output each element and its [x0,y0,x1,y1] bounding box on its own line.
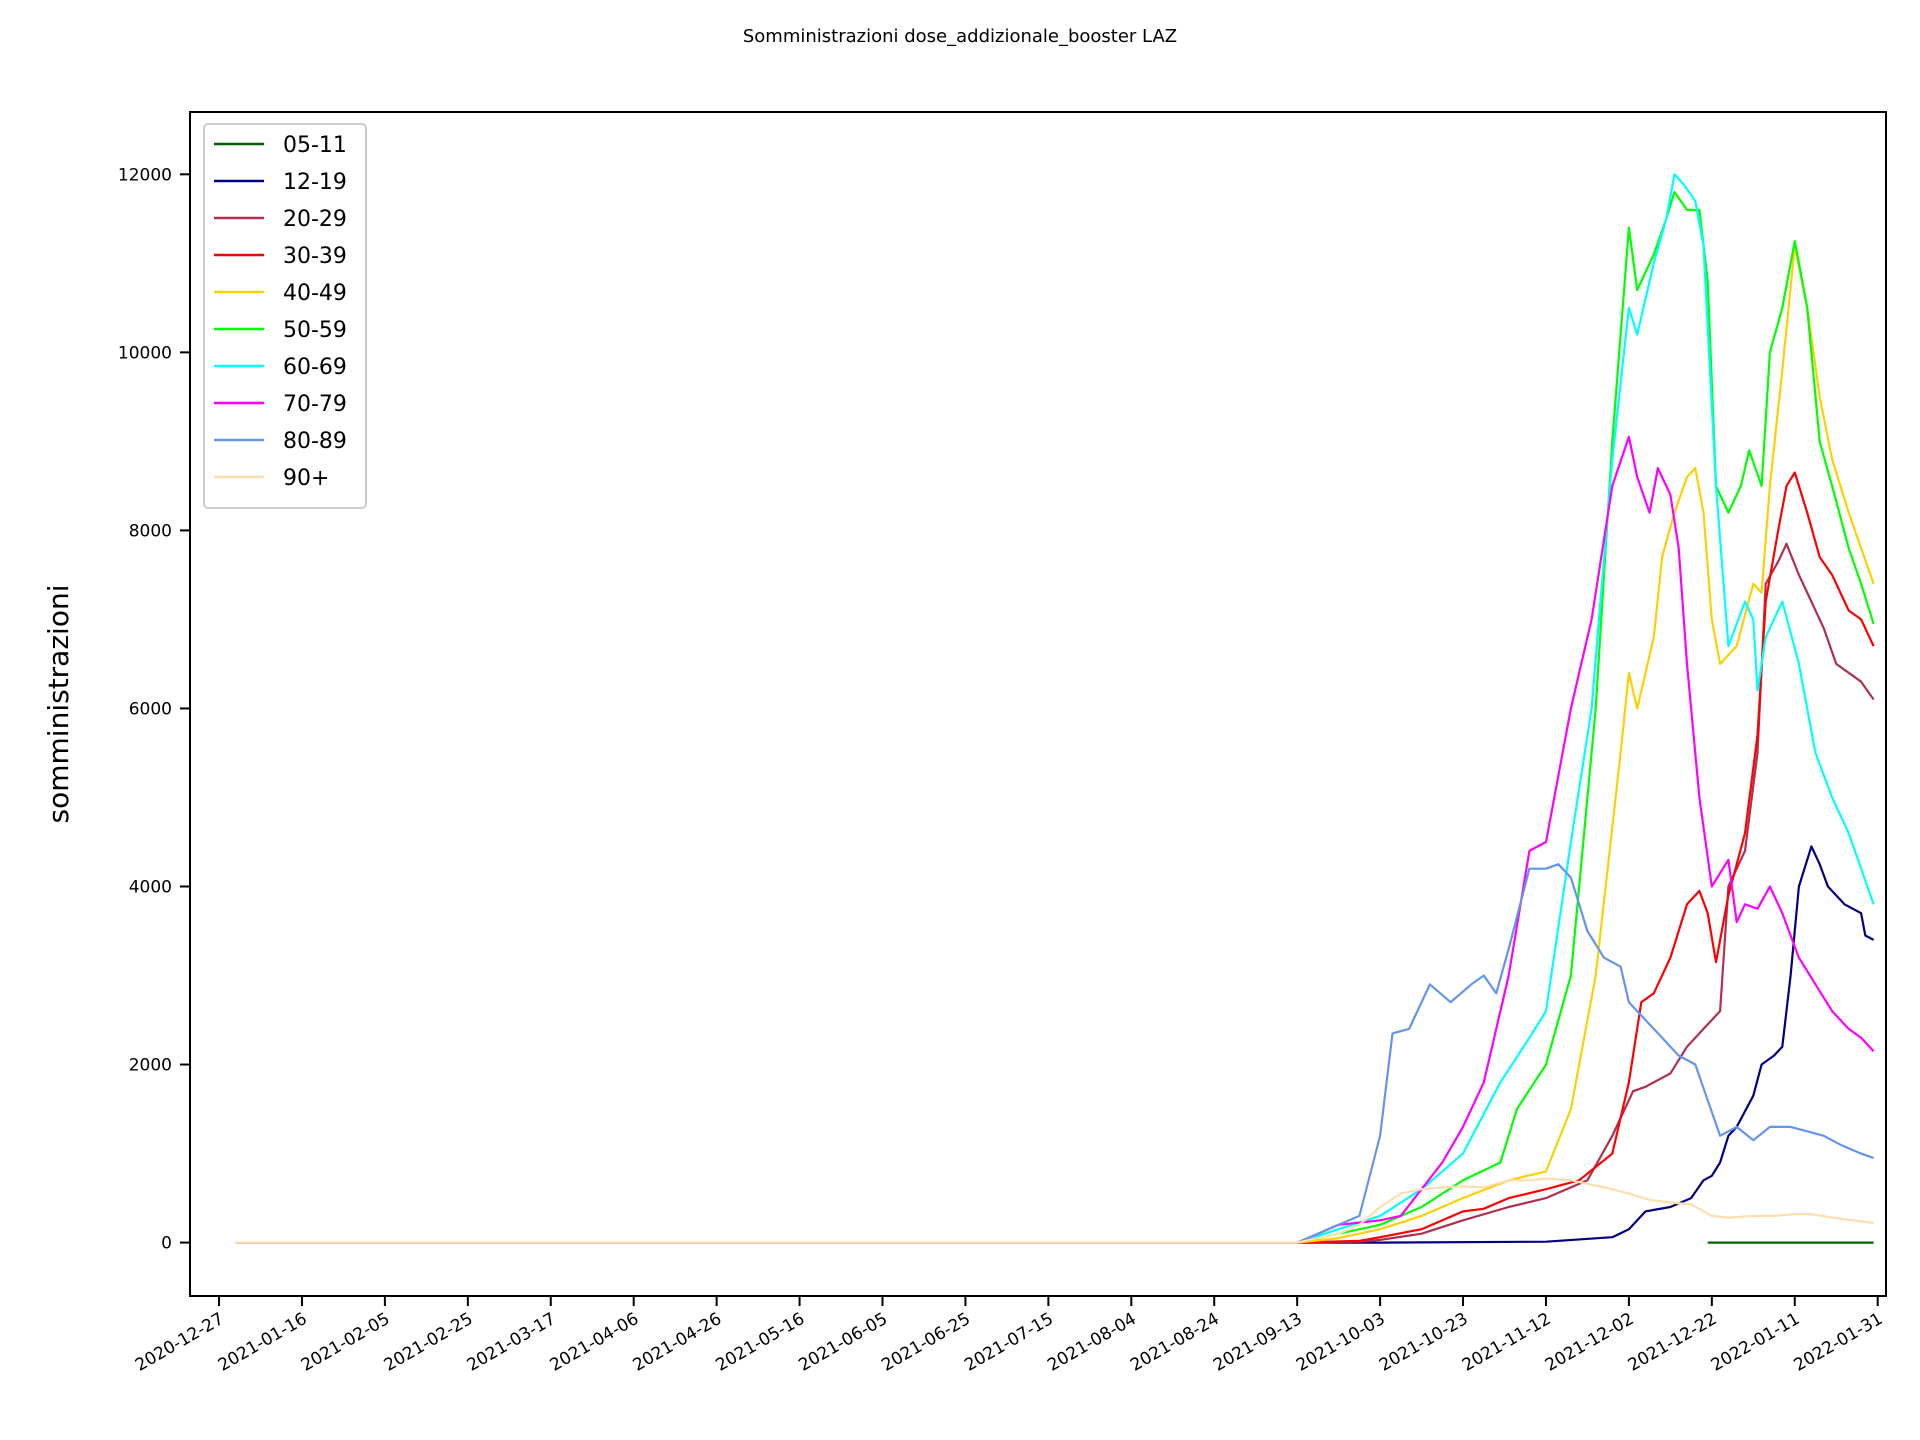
y-axis: 0 2000 4000 6000 8000 10000 12000 [118,165,190,1254]
x-tick-label: 2021-10-03 [1293,1309,1389,1376]
x-tick-label: 2022-01-11 [1708,1309,1804,1376]
series-line-60-69 [235,173,1875,1244]
legend-label: 30-39 [283,244,347,269]
legend-label: 60-69 [283,355,347,380]
y-tick-label: 10000 [118,343,172,363]
x-tick-label: 2021-03-17 [464,1309,560,1376]
series-line-50-59 [1296,191,1875,1244]
legend-label: 12-19 [283,170,347,195]
legend-label: 40-49 [283,281,347,306]
x-tick-label: 2021-09-13 [1210,1309,1306,1376]
y-tick-label: 6000 [129,699,172,719]
x-tick-label: 2021-06-25 [878,1309,974,1376]
legend-label: 50-59 [283,318,347,343]
x-tick-label: 2021-02-25 [381,1309,477,1376]
x-axis: 2020-12-272021-01-162021-02-052021-02-25… [132,1296,1886,1376]
legend-label: 05-11 [283,133,347,158]
y-tick-label: 0 [161,1234,172,1254]
series-line-90plus [235,1177,1874,1244]
x-tick-label: 2021-04-26 [630,1309,726,1376]
legend-box [203,123,367,509]
series-line-70-79 [235,435,1875,1244]
x-tick-label: 2021-08-04 [1044,1309,1140,1376]
series-line-20-29 [1297,542,1875,1244]
series-line-80-89 [1168,863,1874,1244]
legend-label: 80-89 [283,429,347,454]
series-line-12-19 [1297,845,1875,1244]
x-tick-label: 2021-08-24 [1127,1309,1223,1376]
legend-label: 90+ [283,466,329,491]
x-tick-label: 2021-06-05 [795,1309,891,1376]
legend-label: 20-29 [283,207,347,232]
x-tick-label: 2021-12-02 [1542,1309,1638,1376]
x-tick-label: 2021-05-16 [713,1309,809,1376]
y-tick-label: 12000 [118,165,172,185]
x-tick-label: 2021-04-06 [547,1309,643,1376]
axes-frame [189,111,1887,1297]
chart-title: Somministrazioni dose_addizionale_booste… [742,26,1178,47]
series-layer [235,173,1875,1244]
y-tick-label: 8000 [129,521,172,541]
x-tick-label: 2021-11-12 [1459,1309,1555,1376]
x-tick-label: 2021-07-15 [961,1309,1057,1376]
x-tick-label: 2021-12-22 [1625,1309,1721,1376]
y-axis-label: somministrazioni [42,585,75,824]
y-tick-label: 2000 [129,1056,172,1076]
legend-label: 70-79 [283,392,347,417]
y-tick-label: 4000 [129,877,172,897]
x-tick-label: 2022-01-31 [1791,1309,1887,1376]
series-line-30-39 [1297,471,1875,1244]
x-tick-label: 2020-12-27 [132,1309,228,1376]
x-tick-label: 2021-10-23 [1376,1309,1472,1376]
x-tick-label: 2021-02-05 [298,1309,394,1376]
x-tick-label: 2021-01-16 [215,1309,311,1376]
legend: 05-11 12-19 20-29 30-39 40-49 50-59 60-69 70-79… [203,123,367,509]
